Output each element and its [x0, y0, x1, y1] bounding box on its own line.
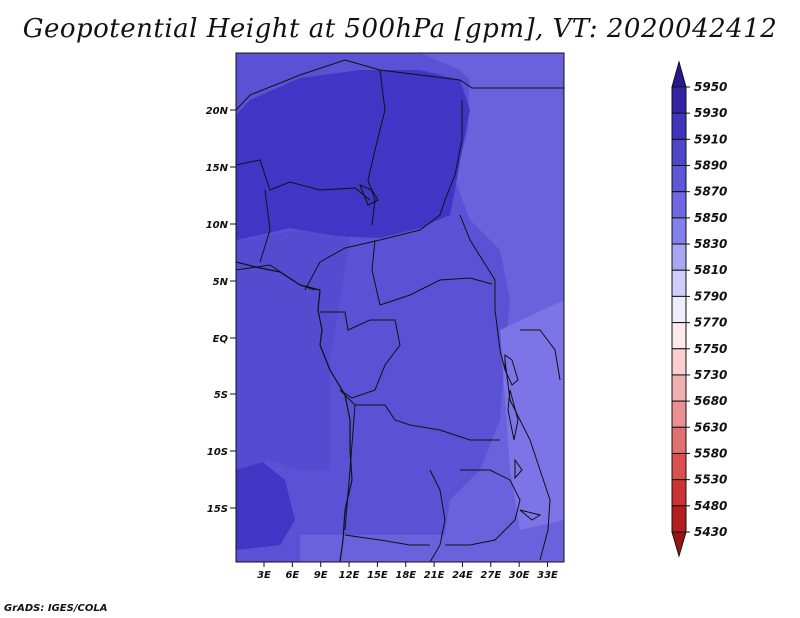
field-dark-southwest: [236, 460, 295, 550]
colorbar-label: 5830: [694, 237, 727, 251]
colorbar-segment: [671, 191, 687, 219]
map-panel: 20N 15N 10N 5N EQ 5S 10S 15S 3E 6E 9E 12E 15E 18E 21E…: [206, 52, 565, 581]
colorbar-segment: [671, 479, 687, 507]
field-dark-north: [236, 70, 470, 240]
colorbar-label: 5630: [694, 420, 727, 434]
colorbar-label: 5810: [694, 263, 727, 277]
lon-tick-label: 27E: [480, 570, 501, 581]
colorbar-segment: [671, 295, 687, 324]
lon-tick-label: 33E: [537, 570, 558, 581]
colorbar-segment: [671, 505, 687, 533]
lon-tick-label: 18E: [395, 570, 416, 581]
lat-tick-label: 10S: [207, 447, 228, 458]
map-title: Geopotential Height at 500hPa [gpm], VT:…: [22, 14, 778, 44]
coastline: [236, 261, 353, 562]
footer-credit: GrADS: IGES/COLA: [4, 603, 108, 614]
colorbar-label: 5890: [694, 159, 727, 173]
lat-tick-label: 5S: [214, 390, 228, 401]
longitude-ticks: 3E 6E 9E 12E 15E 18E 21E 24E 27E 30E 33E: [257, 562, 558, 581]
lon-tick-label: 15E: [367, 570, 388, 581]
colorbar-segment: [671, 348, 687, 376]
colorbar-segment: [671, 452, 687, 481]
colorbar-segment: [671, 322, 687, 350]
colorbar-label: 5430: [694, 525, 727, 539]
colorbar-label: 5580: [694, 446, 727, 460]
lat-tick-label: 10N: [206, 220, 229, 231]
field-lighter-southeast: [500, 300, 564, 530]
colorbar-segment: [671, 138, 687, 167]
map-frame: [235, 52, 565, 563]
colorbar-bottom-triangle: [671, 531, 687, 558]
lat-tick-label: EQ: [213, 334, 229, 345]
colorbar-label: 5850: [694, 211, 727, 225]
lon-tick-label: 21E: [424, 570, 445, 581]
colorbar-segment: [671, 86, 687, 114]
colorbar-segment: [671, 426, 687, 454]
colorbar-label: 5530: [694, 473, 727, 487]
colorbar-label: 5730: [694, 368, 727, 382]
lon-tick-label: 24E: [452, 570, 473, 581]
lat-tick-label: 15S: [207, 504, 228, 515]
colorbar-segment: [671, 217, 687, 245]
colorbar-label: 5680: [694, 394, 727, 408]
colorbar-segment: [671, 165, 687, 193]
lon-tick-label: 30E: [509, 570, 530, 581]
colorbar-top-triangle: [671, 60, 687, 88]
lon-tick-label: 12E: [339, 570, 360, 581]
colorbar-segment: [671, 243, 687, 271]
colorbar-segment: [671, 400, 687, 428]
colorbar-label: 5790: [694, 289, 727, 303]
colorbar: 5950 5930 5910 5890 5870 5850 5830 5810 5790 5770…: [671, 60, 727, 558]
lon-tick-label: 6E: [285, 570, 299, 581]
lon-tick-label: 3E: [257, 570, 271, 581]
colorbar-label: 5750: [694, 342, 727, 356]
colorbar-label: 5480: [694, 499, 727, 513]
field-lighter-south: [300, 535, 564, 562]
colorbar-segment: [671, 269, 687, 297]
colorbar-segment: [671, 374, 687, 402]
lat-tick-label: 20N: [206, 106, 229, 117]
colorbar-segment: [671, 112, 687, 140]
field-lighter-northeast: [420, 53, 564, 90]
field-mid-west: [236, 230, 350, 470]
colorbar-label: 5870: [694, 185, 727, 199]
colorbar-label: 5930: [694, 106, 727, 120]
latitude-ticks: 20N 15N 10N 5N EQ 5S 10S 15S: [206, 106, 236, 515]
colorbar-label: 5770: [694, 316, 727, 330]
lat-tick-label: 15N: [206, 163, 229, 174]
country-borders: [236, 59, 564, 562]
lon-tick-label: 9E: [314, 570, 328, 581]
colorbar-label: 5910: [694, 132, 727, 146]
colorbar-label: 5950: [694, 80, 727, 94]
lat-tick-label: 5N: [213, 277, 229, 288]
lakes: [359, 184, 542, 521]
